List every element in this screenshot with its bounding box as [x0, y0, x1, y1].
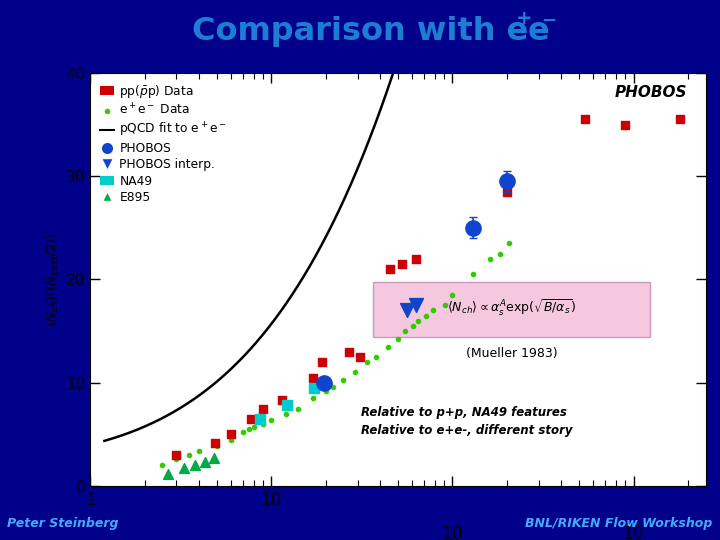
Text: Comparison with e: Comparison with e: [192, 16, 528, 46]
Point: [316, 357, 328, 366]
Point: [494, 249, 505, 258]
Point: [413, 316, 424, 325]
Point: [276, 396, 288, 404]
Point: [392, 335, 403, 343]
Point: [400, 327, 411, 335]
Point: [484, 254, 495, 263]
Point: [410, 254, 422, 263]
Point: [401, 306, 413, 315]
Legend: pp($\bar{p}$p) Data, e$^+$e$^-$ Data, pQCD fit to e$^+$e$^-$, PHOBOS, PHOBOS int: pp($\bar{p}$p) Data, e$^+$e$^-$ Data, pQ…: [96, 79, 231, 207]
Text: (Mueller 1983): (Mueller 1983): [466, 347, 557, 360]
Point: [248, 423, 259, 431]
Text: PHOBOS: PHOBOS: [615, 85, 687, 100]
Point: [320, 387, 331, 395]
Text: $10$: $10$: [623, 525, 644, 540]
Point: [254, 415, 266, 423]
Point: [619, 120, 631, 129]
Point: [225, 435, 237, 444]
Point: [266, 416, 277, 424]
Text: BNL/RIKEN Flow Workshop: BNL/RIKEN Flow Workshop: [526, 517, 713, 530]
Text: e: e: [528, 16, 549, 46]
Point: [674, 115, 685, 124]
Point: [307, 373, 319, 382]
Point: [467, 270, 479, 279]
Point: [257, 404, 269, 413]
Text: Peter Steinberg: Peter Steinberg: [7, 517, 119, 530]
Point: [211, 441, 222, 450]
Point: [178, 464, 189, 472]
Point: [171, 455, 182, 463]
Point: [209, 454, 220, 462]
Point: [580, 115, 591, 124]
Point: [328, 382, 339, 391]
Point: [280, 409, 292, 418]
Point: [439, 301, 451, 309]
Point: [427, 306, 438, 315]
Point: [501, 187, 513, 196]
Point: [282, 401, 293, 410]
Point: [243, 425, 254, 434]
Y-axis label: $\langle N_{ch}\rangle$($\langle N_{part}/2\rangle$): $\langle N_{ch}\rangle$($\langle N_{part…: [45, 232, 63, 327]
Point: [384, 265, 395, 273]
Point: [199, 458, 210, 467]
Point: [257, 420, 269, 428]
Point: [193, 447, 204, 455]
Point: [349, 368, 361, 377]
Point: [382, 342, 394, 351]
Point: [410, 301, 422, 309]
Point: [354, 353, 366, 361]
Point: [343, 347, 355, 356]
Point: [183, 451, 194, 460]
Point: [446, 291, 458, 299]
Point: [189, 461, 201, 470]
Text: −: −: [541, 12, 557, 30]
Point: [408, 322, 419, 330]
Point: [156, 461, 168, 470]
Point: [171, 451, 182, 460]
Point: [307, 394, 319, 402]
Point: [309, 383, 320, 392]
Point: [361, 357, 373, 366]
Point: [397, 260, 408, 268]
Point: [238, 428, 249, 437]
Point: [503, 239, 515, 248]
Point: [210, 438, 221, 447]
Text: Relative to p+p, NA49 features
Relative to e+e-, different story: Relative to p+p, NA49 features Relative …: [361, 407, 572, 437]
Point: [292, 404, 303, 413]
Point: [338, 375, 349, 384]
FancyBboxPatch shape: [373, 281, 650, 338]
Text: $\langle N_{ch}\rangle \propto \alpha_s^A \exp(\sqrt{B/\alpha_s})$: $\langle N_{ch}\rangle \propto \alpha_s^…: [447, 298, 577, 318]
Text: +: +: [516, 9, 532, 28]
Text: $10$: $10$: [441, 525, 464, 540]
Point: [163, 469, 174, 478]
Point: [225, 430, 237, 438]
Point: [245, 415, 256, 423]
Point: [420, 311, 432, 320]
Point: [371, 353, 382, 361]
